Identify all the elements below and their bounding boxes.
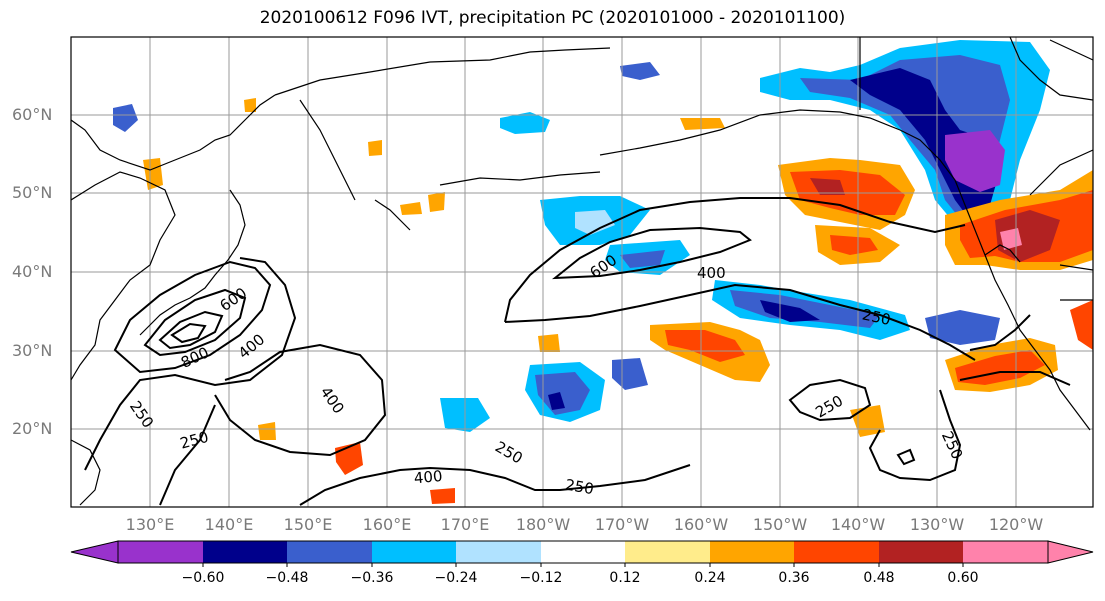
lat-label: 60°N [12,105,53,124]
contour-label: 250 [861,305,893,329]
colorbar [70,540,1094,567]
lon-label: 150°E [283,515,333,534]
lat-label: 40°N [12,262,53,281]
lon-label: 120°W [988,515,1044,534]
lon-label: 140°W [830,515,886,534]
colorbar-tick-label: 0.12 [609,570,641,586]
lon-label: 130°W [909,515,965,534]
precip-negative-fills [113,40,1050,432]
coastlines [71,37,1093,506]
lon-label: 170°W [594,515,650,534]
colorbar-tick-label: 0.36 [778,570,810,586]
lon-label: 160°W [673,515,729,534]
colorbar-tick-label: −0.60 [181,570,225,586]
lon-label: 160°E [362,515,412,534]
lat-label: 30°N [12,341,53,360]
contour-labels: 800 600 400 250 250 400 600 400 250 250 … [126,251,966,498]
lon-label: 150°W [752,515,808,534]
colorbar-tick-label: −0.48 [265,570,309,586]
colorbar-tick-label: 0.24 [694,570,726,586]
colorbar-tick-label: −0.36 [350,570,394,586]
lat-label: 20°N [12,419,53,438]
colorbar-tick-label: −0.24 [434,570,478,586]
lon-label: 140°E [204,515,254,534]
colorbar-tick-label: 0.60 [947,570,979,586]
colorbar-tick-label: 0.48 [863,570,895,586]
map-frame [70,36,1094,508]
lon-label: 170°E [440,515,490,534]
contour-label: 400 [697,264,726,282]
lon-label: 180°W [515,515,571,534]
lat-label: 50°N [12,183,53,202]
ivt-contours [84,197,1071,506]
colorbar-tick-label: −0.12 [519,570,563,586]
contour-label: 250 [564,476,595,499]
map-title: 2020100612 F096 IVT, precipitation PC (2… [259,8,846,28]
lon-label: 130°E [125,515,175,534]
map-panel: 800 600 400 250 250 400 600 400 250 250 … [71,37,1093,507]
contour-label: 400 [413,467,443,487]
